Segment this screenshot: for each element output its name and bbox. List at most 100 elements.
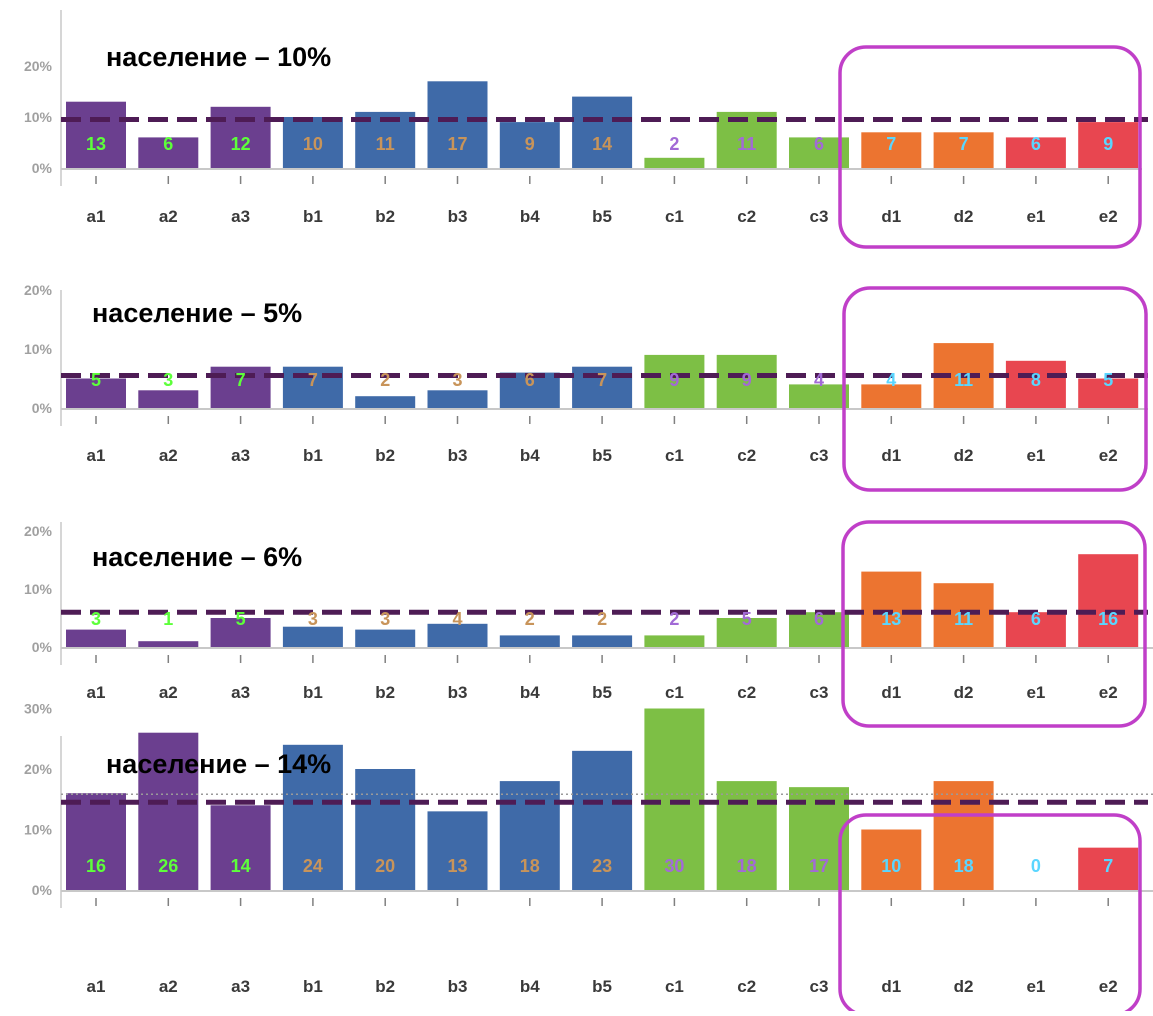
value-label-c1: 2 (669, 609, 679, 629)
bar-d2 (933, 132, 994, 168)
bar-b5 (572, 635, 633, 647)
category-label-c1: c1 (665, 683, 684, 702)
category-label-a1: a1 (87, 683, 106, 702)
value-label-b3: 13 (447, 856, 467, 876)
bar-a2 (138, 137, 199, 168)
value-label-b5: 2 (597, 609, 607, 629)
bar-c3 (789, 384, 849, 408)
highlight-box-de (838, 45, 1142, 249)
bar-d1 (861, 132, 922, 168)
bar-c2 (716, 618, 777, 647)
category-label-b5: b5 (592, 683, 612, 702)
y-tick-label: 10% (24, 822, 53, 838)
bar-b1 (282, 626, 343, 647)
category-label-b1: b1 (303, 207, 323, 226)
category-label-e2: e2 (1099, 977, 1118, 996)
value-label-b3: 3 (452, 370, 462, 390)
value-label-e1: 0 (1031, 856, 1041, 876)
chart-title: население – 14% (106, 749, 331, 779)
y-tick-label: 0% (32, 160, 53, 176)
value-label-b1: 10 (303, 134, 323, 154)
category-label-b3: b3 (448, 446, 468, 465)
category-label-b3: b3 (448, 683, 468, 702)
bar-a3 (210, 805, 271, 890)
value-label-c3: 17 (809, 856, 829, 876)
value-label-d2: 11 (954, 370, 973, 390)
value-label-c2: 5 (742, 609, 752, 629)
value-label-c3: 6 (814, 609, 824, 629)
bar-c3 (789, 612, 849, 647)
category-label-e1: e1 (1026, 446, 1045, 465)
bar-a1 (66, 101, 126, 168)
category-label-b1: b1 (303, 446, 323, 465)
value-label-c3: 6 (814, 134, 824, 154)
y-tick-label: 20% (24, 523, 53, 539)
value-label-b3: 4 (452, 609, 462, 629)
category-label-b2: b2 (375, 446, 395, 465)
bar-c1 (644, 157, 705, 168)
category-label-d1: d1 (881, 207, 901, 226)
category-label-c2: c2 (737, 683, 756, 702)
category-label-d2: d2 (954, 446, 974, 465)
value-label-a1: 13 (86, 134, 106, 154)
category-label-e2: e2 (1099, 446, 1118, 465)
y-tick-label: 0% (32, 639, 53, 655)
bar-b1 (282, 117, 343, 168)
bar-b2 (355, 396, 416, 408)
chart-2: 20% 10% 0% 5 3 7 7 2 3 6 7 9 9 4 4 11 8 5 a1 a2 a3 b1 b2 b3 b4 b5… (24, 282, 1148, 492)
value-label-a2: 3 (163, 370, 173, 390)
bar-e2 (1078, 122, 1139, 168)
bar-c1 (644, 635, 705, 647)
category-label-c1: c1 (665, 207, 684, 226)
category-label-d2: d2 (954, 683, 974, 702)
bar-b4 (499, 781, 560, 890)
category-label-b4: b4 (520, 446, 540, 465)
value-label-b1: 7 (308, 370, 318, 390)
category-label-a2: a2 (159, 207, 178, 226)
category-label-d1: d1 (881, 446, 901, 465)
category-label-a3: a3 (231, 977, 250, 996)
category-label-a1: a1 (87, 977, 106, 996)
value-label-a2: 6 (163, 134, 173, 154)
category-label-c2: c2 (737, 446, 756, 465)
value-label-c1: 9 (669, 370, 679, 390)
value-label-e2: 5 (1103, 370, 1113, 390)
bar-a1 (66, 378, 126, 408)
category-label-d2: d2 (954, 207, 974, 226)
bar-b4 (499, 122, 560, 168)
category-label-c3: c3 (810, 977, 829, 996)
category-label-b1: b1 (303, 683, 323, 702)
value-label-a3: 5 (236, 609, 246, 629)
value-label-d2: 18 (954, 856, 974, 876)
value-label-d1: 4 (886, 370, 896, 390)
value-label-a1: 3 (91, 609, 101, 629)
y-tick-label: 30% (24, 701, 53, 717)
value-label-b4: 6 (525, 370, 535, 390)
category-label-b4: b4 (520, 207, 540, 226)
value-label-b2: 11 (376, 134, 395, 154)
value-label-a1: 16 (86, 856, 106, 876)
category-label-a3: a3 (231, 446, 250, 465)
y-tick-label: 10% (24, 341, 53, 357)
category-label-d1: d1 (881, 977, 901, 996)
bar-d2 (933, 781, 994, 890)
category-label-c1: c1 (665, 446, 684, 465)
value-label-b2: 20 (375, 856, 395, 876)
category-label-b2: b2 (375, 207, 395, 226)
bar-e1 (1005, 612, 1066, 647)
bar-d1 (861, 829, 922, 890)
chart-1: 20% 10% 0% 13 6 12 10 11 17 9 14 2 11 6 7 7 6 9 a1 a2 a3 b1 b2… (24, 10, 1148, 249)
value-label-e1: 8 (1031, 370, 1041, 390)
value-label-b4: 9 (525, 134, 535, 154)
bar-a1 (66, 629, 126, 647)
category-label-e1: e1 (1026, 683, 1045, 702)
value-label-b5: 23 (592, 856, 612, 876)
value-label-d2: 11 (954, 609, 973, 629)
y-tick-label: 20% (24, 282, 53, 298)
y-tick-label: 0% (32, 400, 53, 416)
category-label-b4: b4 (520, 977, 540, 996)
category-label-b5: b5 (592, 207, 612, 226)
bar-a3 (210, 618, 271, 647)
category-label-a2: a2 (159, 977, 178, 996)
